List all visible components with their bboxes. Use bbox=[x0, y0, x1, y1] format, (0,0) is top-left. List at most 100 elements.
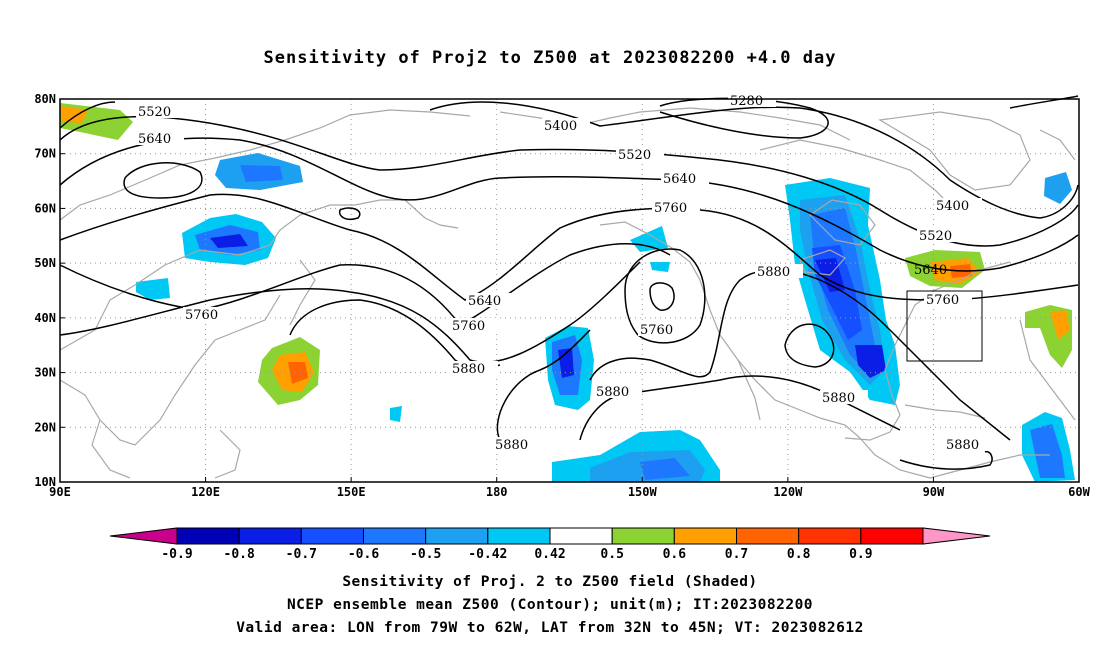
contour-label: 5880 bbox=[757, 265, 790, 280]
contour-label: 5880 bbox=[596, 385, 629, 400]
lat-tick-label: 20N bbox=[34, 420, 56, 434]
contour-label: 5640 bbox=[468, 294, 501, 309]
colorbar-label: 0.8 bbox=[787, 547, 811, 562]
shade-region bbox=[640, 458, 690, 480]
contour-5640-b bbox=[338, 207, 361, 221]
contour-label: 5520 bbox=[618, 148, 651, 163]
colorbar-swatch bbox=[673, 527, 737, 545]
shade-region bbox=[855, 345, 886, 378]
colorbar: -0.9 -0.8 -0.7 -0.6 -0.5 -0.42 0.42 0.5 0.6 0.7 0.… bbox=[109, 527, 991, 562]
shade-region bbox=[60, 106, 88, 123]
shade-region bbox=[210, 234, 248, 248]
shade-region bbox=[136, 278, 170, 300]
lat-tick-label: 80N bbox=[34, 92, 56, 106]
coastline bbox=[59, 109, 471, 221]
colorbar-label: -0.42 bbox=[468, 547, 507, 562]
coastline bbox=[904, 404, 986, 419]
colorbar-label: -0.8 bbox=[224, 547, 255, 562]
lon-tick-label: 120E bbox=[191, 485, 220, 499]
contour-label: 5520 bbox=[138, 105, 171, 120]
shade-region bbox=[390, 406, 402, 422]
contour-label: 5760 bbox=[452, 319, 485, 334]
shade-region bbox=[288, 362, 308, 384]
contour-5760-d bbox=[649, 282, 675, 311]
lat-tick-label: 50N bbox=[34, 256, 56, 270]
contour-label: 5400 bbox=[936, 199, 969, 214]
lon-tick-label: 120W bbox=[773, 485, 803, 499]
contour-label: 5760 bbox=[926, 293, 959, 308]
contour-5880-a bbox=[59, 261, 641, 363]
shade-region bbox=[1044, 172, 1072, 204]
colorbar-label: 0.42 bbox=[534, 547, 565, 562]
contour-label: 5760 bbox=[654, 201, 687, 216]
colorbar-swatch bbox=[798, 527, 862, 545]
shade-region bbox=[630, 226, 668, 252]
coastline bbox=[1039, 129, 1076, 161]
contour-labels: 5280 5400 5400 5520 5520 5520 5640 5640 … bbox=[136, 93, 992, 453]
sensitivity-shading bbox=[60, 103, 1075, 482]
lon-tick-label: 90W bbox=[923, 485, 945, 499]
coastline bbox=[59, 294, 281, 446]
coastline bbox=[289, 259, 316, 326]
coastline bbox=[1019, 319, 1076, 421]
shade-region bbox=[558, 348, 574, 378]
contour-label: 5760 bbox=[640, 323, 673, 338]
coastline bbox=[859, 437, 1050, 479]
contour-label: 5880 bbox=[822, 391, 855, 406]
colorbar-swatch bbox=[549, 527, 613, 545]
coastline bbox=[91, 419, 131, 479]
lon-tick-label: 90E bbox=[49, 485, 71, 499]
colorbar-swatch bbox=[860, 527, 924, 545]
valid-area-box bbox=[906, 290, 983, 362]
colorbar-label: -0.6 bbox=[348, 547, 379, 562]
contour-label: 5640 bbox=[914, 263, 947, 278]
colorbar-label: 0.5 bbox=[600, 547, 623, 562]
coastline bbox=[844, 261, 1011, 441]
contour-5760-c bbox=[624, 248, 706, 344]
contour-5400-b bbox=[59, 101, 116, 129]
contour-5880-e bbox=[579, 375, 901, 441]
colorbar-swatch bbox=[176, 527, 240, 545]
lat-tick-label: 30N bbox=[34, 366, 56, 380]
contour-5400-a bbox=[429, 101, 1079, 219]
coastline bbox=[809, 199, 876, 246]
colorbar-low-triangle bbox=[109, 527, 178, 545]
contour-5640-c bbox=[123, 162, 203, 199]
colorbar-swatch bbox=[736, 527, 800, 545]
lon-tick-label: 60W bbox=[1068, 485, 1090, 499]
coastline bbox=[214, 429, 241, 479]
colorbar-label: 0.9 bbox=[849, 547, 872, 562]
coastline bbox=[59, 199, 459, 351]
caption-line-2: NCEP ensemble mean Z500 (Contour); unit(… bbox=[286, 597, 814, 613]
coastline bbox=[878, 111, 1031, 191]
contour-label: 5880 bbox=[452, 362, 485, 377]
colorbar-label: -0.7 bbox=[286, 547, 317, 562]
contour-label: 5640 bbox=[138, 132, 171, 147]
colorbar-label: 0.7 bbox=[725, 547, 748, 562]
contour-5520-b bbox=[1009, 95, 1079, 109]
colorbar-label: -0.9 bbox=[161, 547, 192, 562]
contour-5880-c bbox=[496, 329, 591, 441]
contour-label: 5880 bbox=[946, 438, 979, 453]
colorbar-swatch bbox=[238, 527, 302, 545]
shade-region bbox=[240, 165, 283, 182]
lat-tick-label: 40N bbox=[34, 311, 56, 325]
contour-5640-a bbox=[59, 137, 1079, 272]
shade-region bbox=[650, 262, 670, 272]
contour-label: 5280 bbox=[730, 94, 763, 109]
contour-label: 5400 bbox=[544, 119, 577, 134]
coastline bbox=[737, 359, 761, 421]
coastline bbox=[759, 139, 951, 206]
coastlines bbox=[59, 107, 1076, 479]
contour-label: 5640 bbox=[663, 172, 696, 187]
colorbar-swatch bbox=[487, 527, 551, 545]
lon-tick-label: 150E bbox=[337, 485, 366, 499]
lat-tick-label: 60N bbox=[34, 201, 56, 215]
caption-line-3: Valid area: LON from 79W to 62W, LAT fro… bbox=[236, 620, 864, 636]
lat-tick-label: 70N bbox=[34, 147, 56, 161]
shade-region bbox=[1030, 424, 1065, 478]
lon-tick-label: 150W bbox=[628, 485, 658, 499]
